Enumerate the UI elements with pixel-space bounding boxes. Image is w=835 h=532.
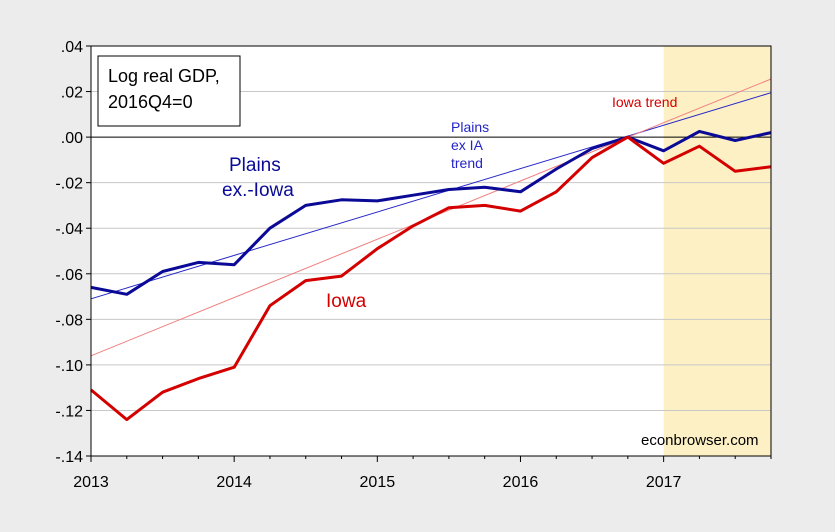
- plains-trend-label-line-3: trend: [451, 155, 483, 171]
- iowa-trend-label: Iowa trend: [612, 94, 677, 110]
- x-tick-label-4: 2017: [646, 474, 682, 491]
- y-axis: .04 .02 .00 -.02 -.04 -.06 -.08 -.10 -.12 -.14: [55, 39, 91, 466]
- y-tick-label-7: -.10: [55, 358, 83, 375]
- iowa-label: Iowa: [326, 291, 367, 312]
- legend-line-2: 2016Q4=0: [108, 92, 193, 112]
- x-tick-label-3: 2016: [503, 474, 539, 491]
- x-tick-label-1: 2014: [216, 474, 252, 491]
- shaded-region-rect: [663, 46, 771, 456]
- plot-frame: [90, 45, 772, 457]
- series-line-plains: [90, 129, 772, 296]
- shaded-forecast-region: [663, 46, 771, 456]
- y-tick-label-1: .02: [61, 85, 83, 102]
- source-label: econbrowser.com: [641, 432, 759, 449]
- y-tick-label-8: -.12: [55, 403, 83, 420]
- legend-box: [97, 55, 241, 127]
- x-tick-label-0: 2013: [73, 474, 109, 491]
- y-tick-label-4: -.04: [55, 221, 83, 238]
- y-tick-label-6: -.08: [55, 312, 83, 329]
- plains-trend-label-line-1: Plains: [451, 119, 489, 135]
- y-tick-label-3: -.02: [55, 176, 83, 193]
- x-axis: 2013 2014 2015 2016 2017: [73, 456, 772, 491]
- plains-label: Plains ex.-Iowa: [222, 155, 294, 201]
- x-tick-label-2: 2015: [360, 474, 396, 491]
- series-lines: [90, 129, 772, 422]
- y-tick-label-5: -.06: [55, 267, 83, 284]
- legend: Log real GDP, 2016Q4=0: [97, 55, 241, 127]
- y-tick-label-0: .04: [61, 39, 83, 56]
- plains-label-line-1: Plains: [229, 155, 281, 176]
- plains-label-line-2: ex.-Iowa: [222, 180, 294, 201]
- plains-trend-label-line-2: ex IA: [451, 137, 484, 153]
- trend-line-plains_trend: [90, 92, 772, 300]
- y-tick-label-9: -.14: [55, 449, 83, 466]
- series-line-iowa: [90, 135, 772, 422]
- plains-trend-label: Plains ex IA trend: [451, 119, 489, 171]
- y-tick-label-2: .00: [61, 130, 83, 147]
- legend-line-1: Log real GDP,: [108, 66, 220, 86]
